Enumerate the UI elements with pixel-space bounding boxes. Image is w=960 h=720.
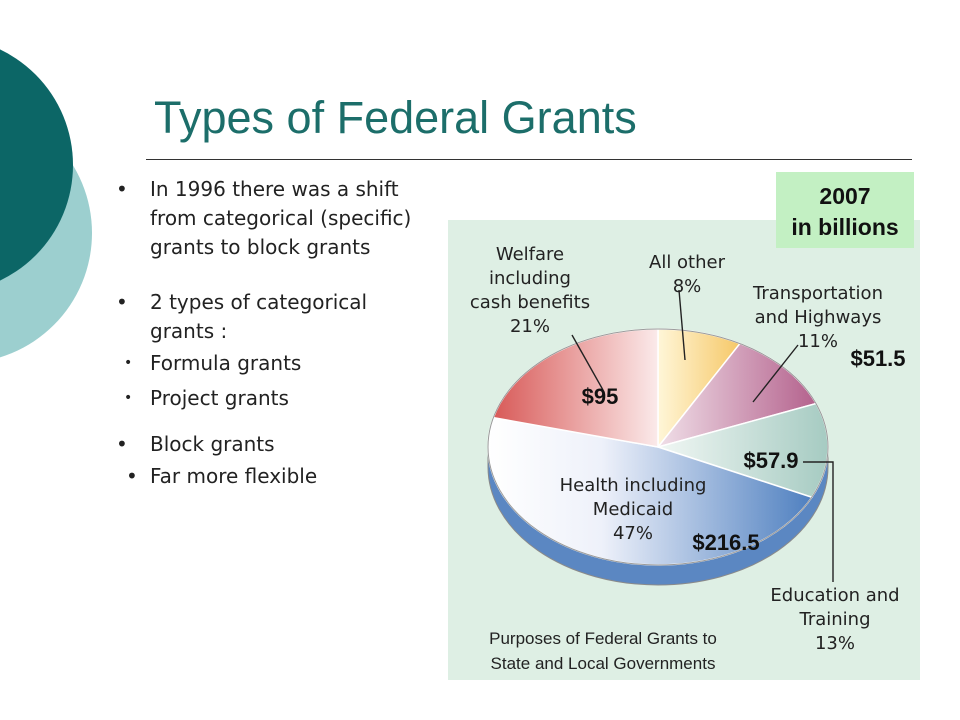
bullet-categorical-types: 2 types of categorical grants : xyxy=(116,288,426,346)
slice-label-line: 21% xyxy=(510,316,550,337)
leader-lines xyxy=(571,289,834,582)
slice-label-line: 8% xyxy=(673,276,702,297)
bullet-shift-1996: In 1996 there was a shift from categoric… xyxy=(116,175,426,262)
slice-label-line: Welfare xyxy=(496,244,564,265)
title-divider xyxy=(146,159,912,160)
slice-label-line: 11% xyxy=(798,331,838,352)
slice-label-line: Education and xyxy=(770,585,899,606)
slice-label-line: cash benefits xyxy=(470,292,590,313)
slice-label-line: Medicaid xyxy=(593,499,673,520)
slice-label-all-other: All other 8% xyxy=(649,252,726,297)
grants-pie-chart: 2007 in billions All other 8% Transporta… xyxy=(448,172,920,680)
value-label-welfare: $95 xyxy=(582,384,619,409)
slice-label-line: Training xyxy=(798,609,870,630)
bullet-block-grants: Block grants xyxy=(116,430,426,459)
pie-slices xyxy=(487,328,829,566)
chart-note-line-1: Purposes of Federal Grants to xyxy=(489,629,717,648)
sub-bullet-project-grants: Project grants xyxy=(72,381,426,416)
slice-label-line: 13% xyxy=(815,633,855,654)
sub-bullet-formula-grants: Formula grants xyxy=(72,346,426,381)
year-badge-line-2: in billions xyxy=(791,214,898,240)
slice-label-line: 47% xyxy=(613,523,653,544)
slice-label-line: Transportation xyxy=(752,283,883,304)
value-label-education: $57.9 xyxy=(743,448,798,473)
slice-label-line: All other xyxy=(649,252,726,273)
year-badge xyxy=(776,172,914,248)
value-label-transportation: $51.5 xyxy=(850,346,905,371)
sub-bullet-far-more-flexible: Far more flexible xyxy=(72,459,426,494)
slice-label-line: including xyxy=(489,268,571,289)
decorative-circles xyxy=(0,49,92,358)
value-label-health: $216.5 xyxy=(692,530,759,555)
bullet-list: In 1996 there was a shift from categoric… xyxy=(116,175,426,494)
slice-label-line: Health including xyxy=(560,475,707,496)
page-title: Types of Federal Grants xyxy=(154,92,637,143)
slice-label-line: and Highways xyxy=(755,307,882,328)
year-badge-line-1: 2007 xyxy=(819,183,870,209)
slice-label-health: Health including Medicaid 47% xyxy=(560,475,707,544)
slice-label-transportation: Transportation and Highways 11% xyxy=(752,283,883,352)
slice-label-education: Education and Training 13% xyxy=(770,585,899,654)
chart-note-line-2: State and Local Governments xyxy=(491,654,716,673)
slice-label-welfare: Welfare including cash benefits 21% xyxy=(470,244,590,337)
pie-outline xyxy=(487,328,829,566)
